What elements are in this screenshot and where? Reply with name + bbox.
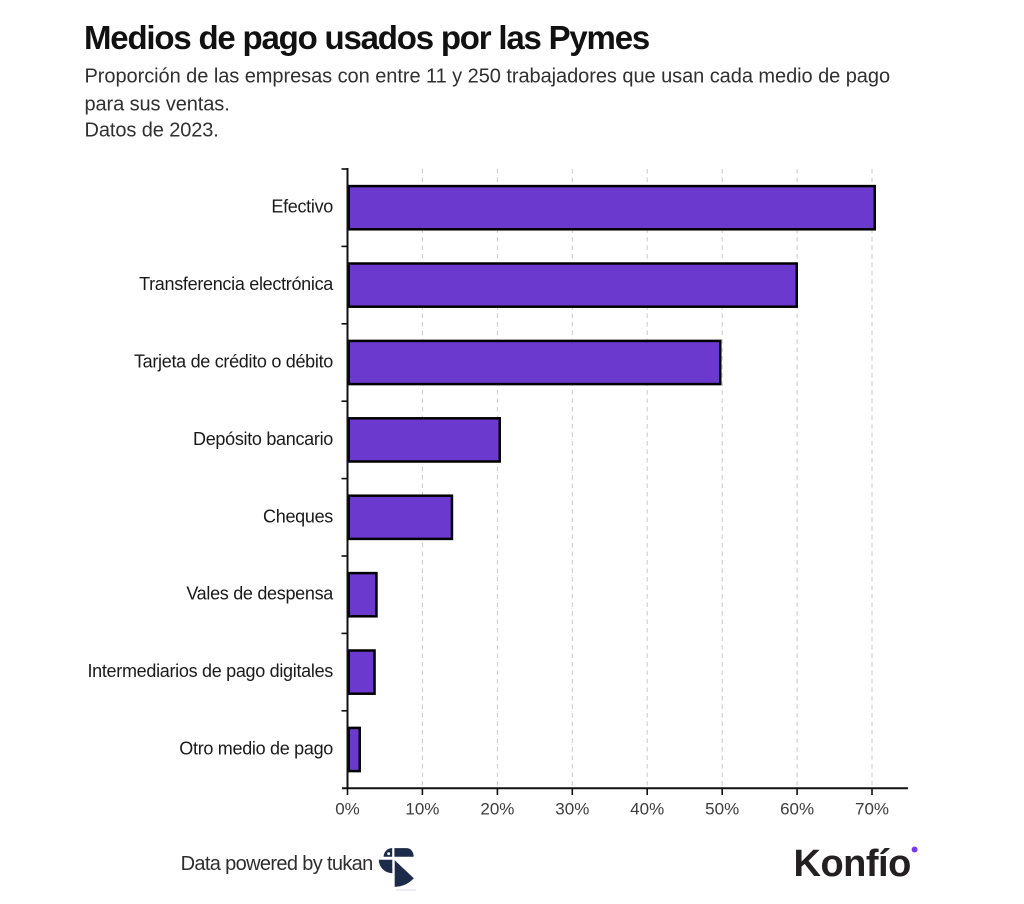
svg-text:Transferencia electrónica: Transferencia electrónica bbox=[139, 274, 334, 294]
svg-text:0%: 0% bbox=[335, 800, 360, 819]
svg-text:60%: 60% bbox=[780, 800, 814, 819]
svg-text:10%: 10% bbox=[405, 800, 439, 819]
svg-text:40%: 40% bbox=[630, 800, 664, 819]
svg-text:Medios de pago usados por las: Medios de pago usados por las Pymes bbox=[84, 19, 649, 56]
svg-text:para sus ventas.: para sus ventas. bbox=[85, 94, 230, 116]
svg-text:20%: 20% bbox=[480, 800, 514, 819]
svg-text:50%: 50% bbox=[705, 800, 739, 819]
svg-text:Efectivo: Efectivo bbox=[271, 197, 333, 217]
svg-text:Proporción de las empresas con: Proporción de las empresas con entre 11 … bbox=[85, 65, 891, 87]
svg-text:Tarjeta de crédito o débito: Tarjeta de crédito o débito bbox=[134, 352, 333, 372]
svg-text:70%: 70% bbox=[855, 800, 889, 819]
svg-text:Intermediarios de pago digital: Intermediarios de pago digitales bbox=[87, 661, 333, 681]
svg-text:Otro medio de pago: Otro medio de pago bbox=[179, 739, 333, 759]
svg-text:Konfío: Konfío bbox=[794, 843, 911, 885]
svg-text:Cheques: Cheques bbox=[263, 506, 333, 526]
svg-text:Vales de despensa: Vales de despensa bbox=[186, 584, 334, 604]
svg-text:Datos de 2023.: Datos de 2023. bbox=[85, 120, 219, 142]
svg-text:30%: 30% bbox=[555, 800, 589, 819]
svg-text:Data powered by tukan: Data powered by tukan bbox=[181, 853, 373, 875]
svg-text:Depósito bancario: Depósito bancario bbox=[193, 429, 333, 449]
